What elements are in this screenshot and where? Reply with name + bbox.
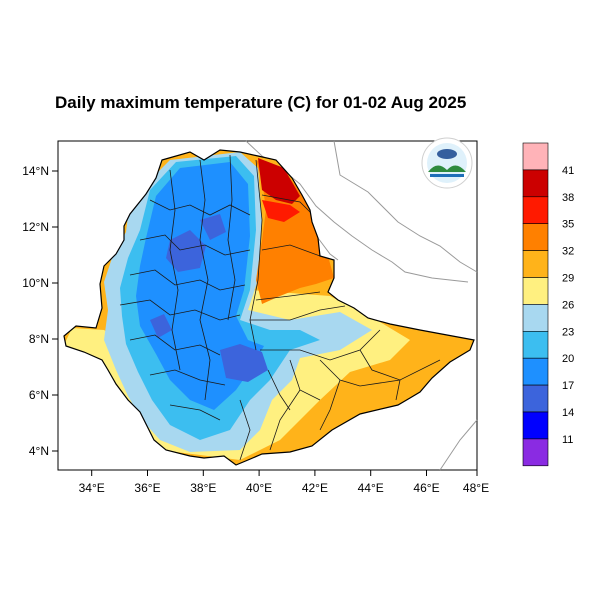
map-title: Daily maximum temperature (C) for 01-02 … — [55, 93, 467, 112]
colorbar-label: 23 — [562, 326, 574, 338]
colorbar-swatch — [522, 357, 549, 386]
colorbar-label: 26 — [562, 299, 574, 311]
lon-tick-label: 34°E — [79, 481, 105, 495]
lat-tick-label: 8°N — [29, 332, 49, 346]
colorbar-swatch — [522, 438, 549, 467]
x-axis: 34°E 36°E 38°E 40°E 42°E 44°E 46°E 48°E — [79, 470, 489, 495]
colorbar-label: 20 — [562, 353, 574, 365]
lat-tick-label: 6°N — [29, 388, 49, 402]
lat-tick-label: 12°N — [22, 220, 49, 234]
colorbar-swatch — [522, 411, 549, 440]
lat-tick-label: 4°N — [29, 444, 49, 458]
admin-boundaries — [119, 154, 441, 461]
agency-logo — [421, 137, 473, 189]
colorbar-swatch — [522, 169, 549, 198]
colorbar-swatch — [522, 250, 549, 278]
colorbar-label: 38 — [562, 192, 574, 204]
colorbar-label: 41 — [562, 165, 574, 177]
colorbar-swatch — [522, 384, 549, 413]
lon-tick-label: 40°E — [246, 481, 272, 495]
colorbar-swatch — [522, 223, 549, 251]
colorbar-label: 14 — [562, 407, 574, 419]
y-axis: 14°N 12°N 10°N 8°N 6°N 4°N — [22, 164, 58, 458]
lon-tick-label: 38°E — [190, 481, 216, 495]
colorbar-swatch — [522, 330, 549, 359]
lat-tick-label: 14°N — [22, 164, 49, 178]
lon-tick-label: 44°E — [358, 481, 384, 495]
colorbar-swatch — [522, 196, 549, 225]
ethiopia-outline — [63, 149, 475, 466]
lat-tick-label: 10°N — [22, 276, 49, 290]
colorbar-label: 32 — [562, 246, 574, 258]
colorbar-swatch — [522, 142, 549, 171]
colorbar-legend: 41 38 35 32 29 26 23 20 17 14 11 — [522, 142, 574, 467]
lon-tick-label: 48°E — [463, 481, 489, 495]
colorbar-swatch — [522, 304, 549, 332]
lon-tick-label: 46°E — [413, 481, 439, 495]
lon-tick-label: 36°E — [134, 481, 160, 495]
colorbar-label: 11 — [562, 434, 573, 446]
colorbar-label: 17 — [562, 380, 574, 392]
colorbar-label: 29 — [562, 273, 574, 285]
lon-tick-label: 42°E — [302, 481, 328, 495]
colorbar-swatch — [522, 277, 549, 305]
colorbar-label: 35 — [562, 219, 574, 231]
